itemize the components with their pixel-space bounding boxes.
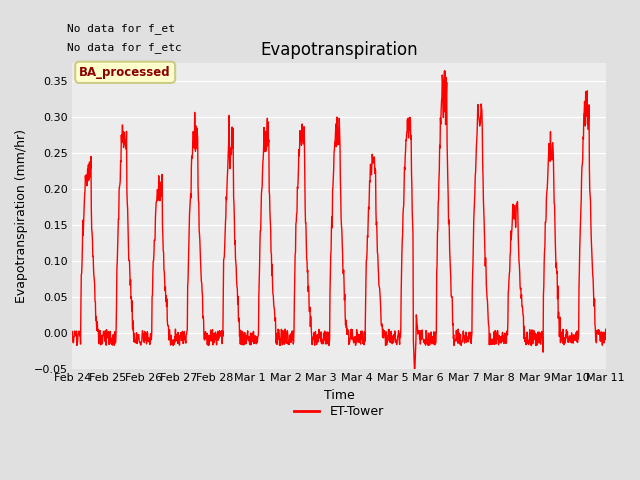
Y-axis label: Evapotranspiration (mm/hr): Evapotranspiration (mm/hr) xyxy=(15,129,28,303)
Legend: ET-Tower: ET-Tower xyxy=(289,400,388,423)
Text: No data for f_etc: No data for f_etc xyxy=(67,42,182,53)
Text: No data for f_et: No data for f_et xyxy=(67,24,175,34)
Title: Evapotranspiration: Evapotranspiration xyxy=(260,41,418,59)
X-axis label: Time: Time xyxy=(324,389,355,402)
Text: BA_processed: BA_processed xyxy=(79,66,171,79)
